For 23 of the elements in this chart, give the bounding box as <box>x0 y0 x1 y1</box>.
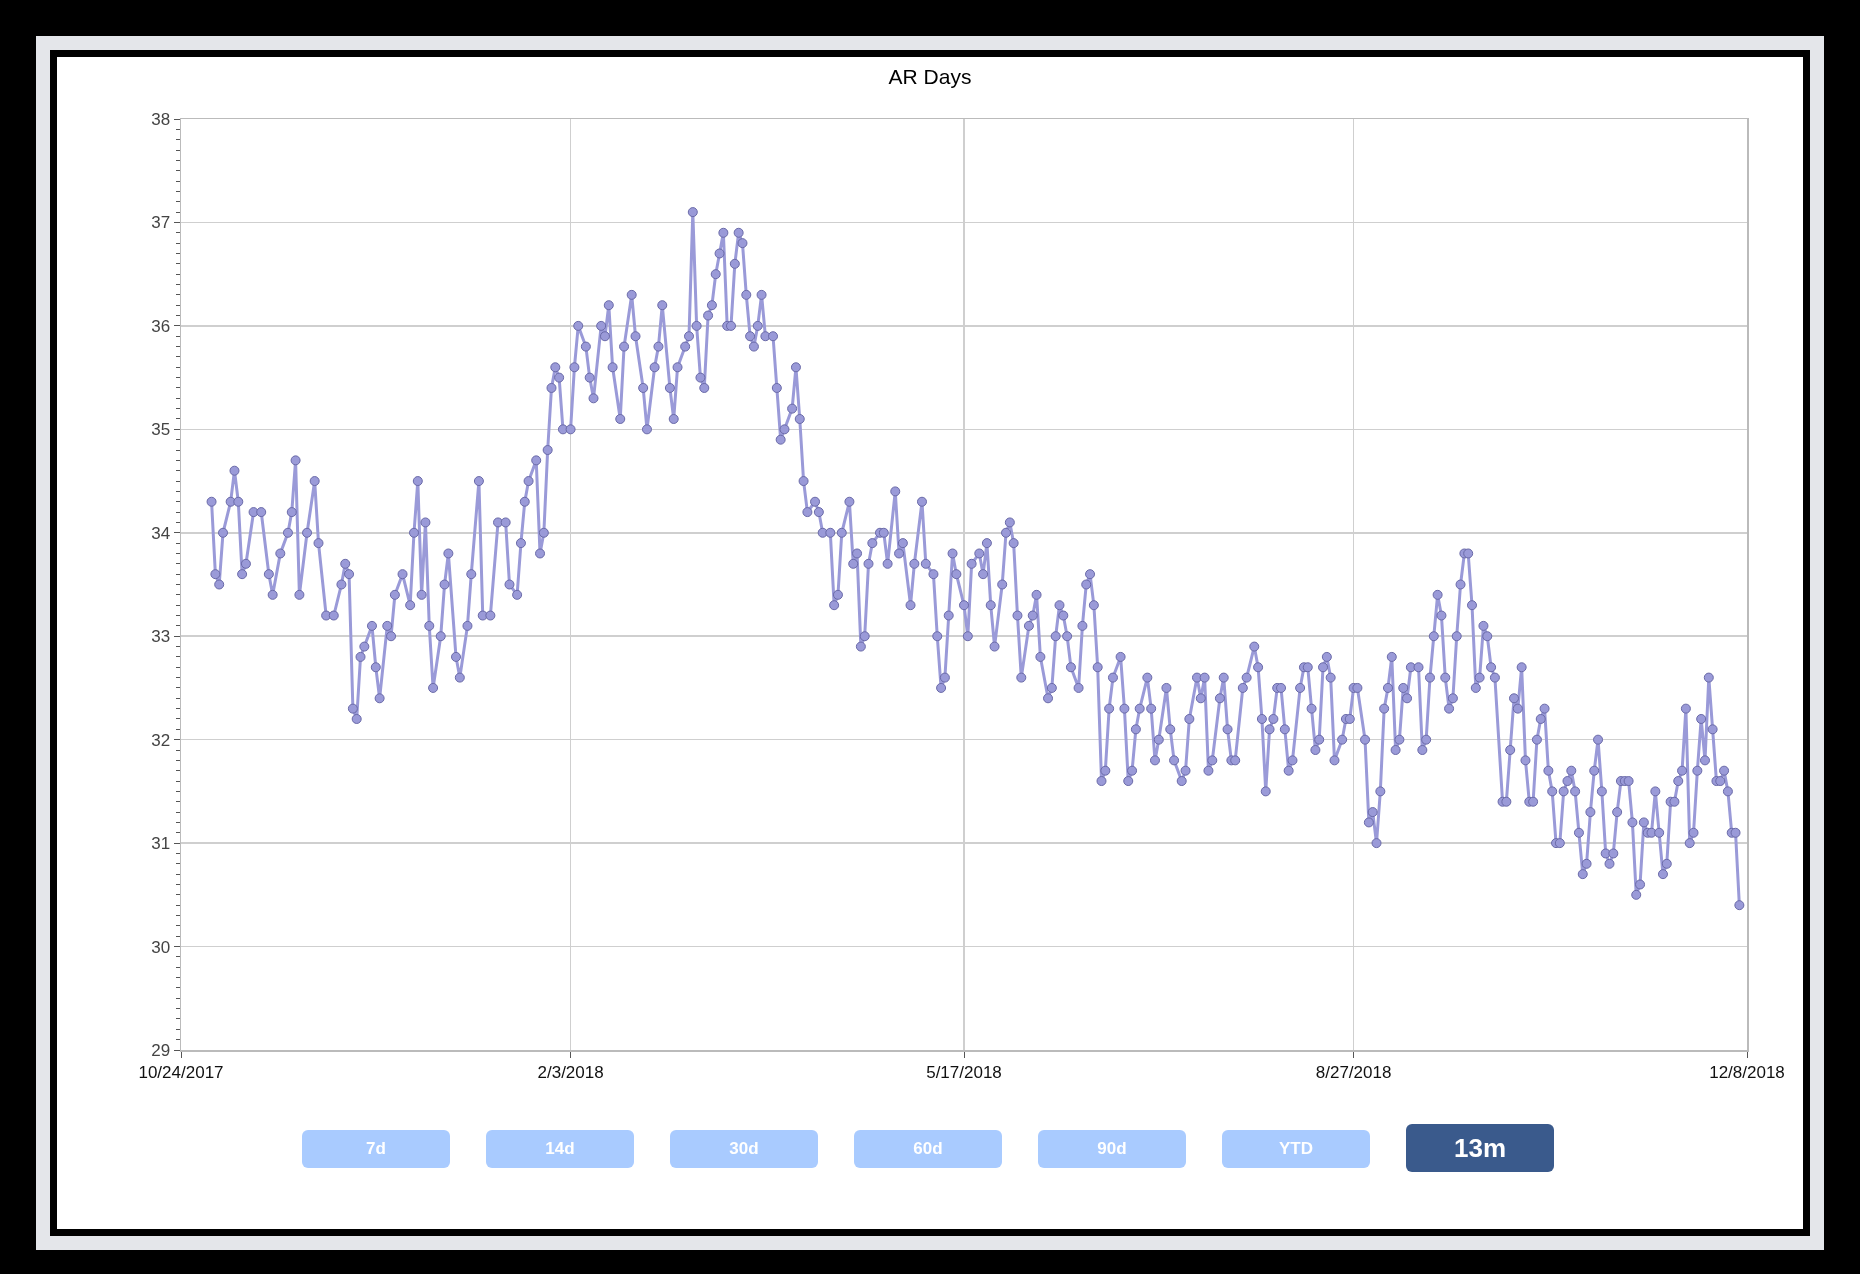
text: 14d <box>486 1130 634 1168</box>
y-tick-label: 31 <box>151 834 171 854</box>
text: 60d <box>854 1130 1002 1168</box>
x-tick-label: 2/3/2018 <box>537 1062 604 1082</box>
y-tick-label: 34 <box>151 523 171 543</box>
text: 7d <box>302 1130 450 1168</box>
y-tick-label: 36 <box>151 316 171 336</box>
y-tick-label: 37 <box>151 213 171 233</box>
x-tick-label: 12/8/2018 <box>1709 1062 1785 1082</box>
text: 90d <box>1038 1130 1186 1168</box>
y-tick-label: 30 <box>151 937 171 957</box>
text: YTD <box>1222 1130 1370 1168</box>
text: 30d <box>670 1130 818 1168</box>
x-tick-label: 8/27/2018 <box>1315 1062 1392 1082</box>
x-tick-label: 5/17/2018 <box>926 1062 1002 1082</box>
y-tick-label: 29 <box>151 1040 171 1060</box>
y-tick-label: 32 <box>151 730 171 750</box>
y-tick-label: 38 <box>151 109 171 129</box>
text: 13m <box>1406 1124 1554 1172</box>
y-tick-label: 33 <box>151 627 171 647</box>
y-tick-label: 35 <box>151 420 171 440</box>
chart-title: AR Days <box>888 65 972 89</box>
x-tick-label: 10/24/2017 <box>138 1062 224 1082</box>
